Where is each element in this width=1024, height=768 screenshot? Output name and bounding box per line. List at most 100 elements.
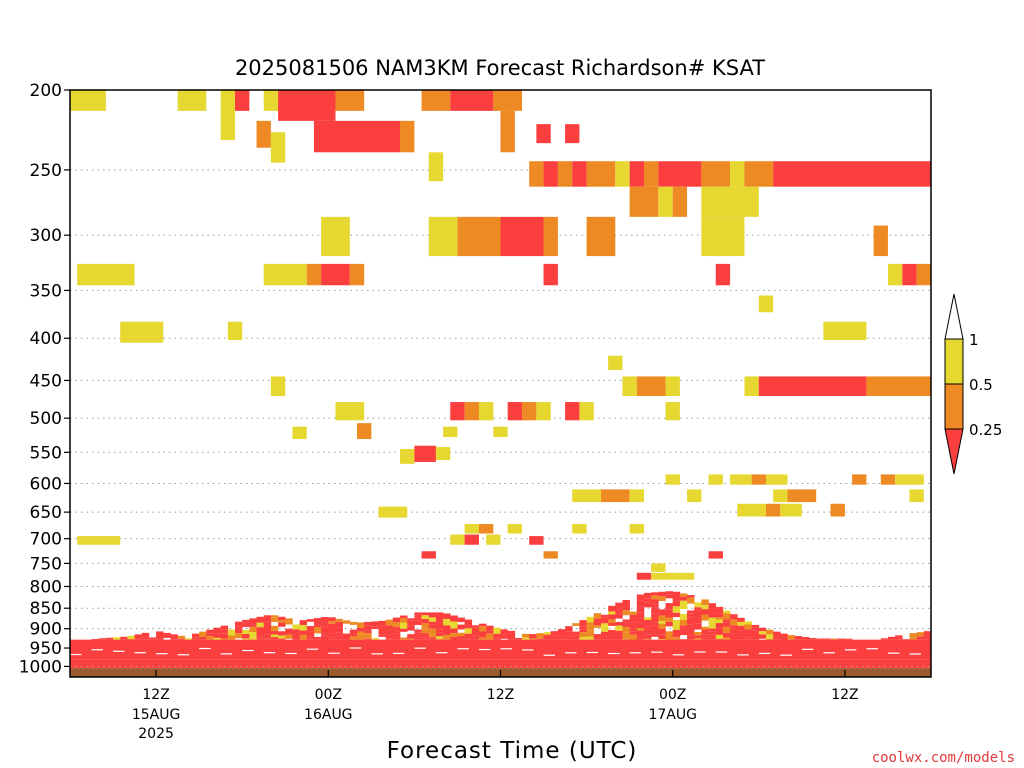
heatmap-cell: [672, 186, 688, 217]
bl-cell: [141, 632, 150, 638]
bl-cell: [694, 623, 702, 630]
bl-cell: [672, 591, 681, 596]
bl-cell: [895, 635, 903, 640]
bl-cell: [701, 609, 709, 615]
bl-cell: [644, 638, 652, 640]
bl-cell: [299, 625, 308, 631]
bl-cell: [306, 626, 315, 632]
y-tick-label: 400: [30, 329, 62, 349]
bl-gap: [285, 652, 297, 655]
bl-cell: [708, 636, 717, 640]
bl-gap: [392, 652, 405, 655]
bl-cell: [715, 623, 724, 629]
heatmap-cell: [493, 426, 508, 438]
bl-cell: [665, 634, 673, 640]
bl-cell: [672, 619, 681, 626]
bl-cell: [299, 634, 308, 640]
bl-cell: [170, 634, 178, 639]
bl-cell: [543, 634, 552, 640]
bl-cell: [357, 627, 365, 632]
bl-cell: [235, 629, 243, 634]
bl-cell: [916, 632, 925, 637]
bl-cell: [407, 625, 415, 631]
bl-gap: [328, 652, 340, 654]
heatmap-cell: [464, 402, 479, 421]
heatmap-cell: [428, 152, 444, 182]
bl-cell: [364, 633, 372, 639]
bl-cell: [801, 637, 810, 640]
heatmap-cell: [629, 161, 644, 187]
bl-cell: [593, 625, 602, 628]
x-tick-date: 15AUG: [132, 707, 181, 723]
heatmap-cell: [263, 90, 279, 111]
bl-cell: [364, 630, 372, 634]
bl-cell: [478, 631, 487, 638]
x-tick-year: 2025: [138, 726, 174, 742]
heatmap-cell: [773, 489, 788, 503]
heatmap-cell: [701, 216, 745, 257]
bl-cell: [443, 631, 451, 636]
bl-gap: [887, 652, 900, 654]
bl-cell: [443, 625, 451, 632]
bl-cell: [715, 639, 724, 640]
bl-cell: [593, 634, 602, 638]
bl-cell: [586, 626, 595, 631]
bl-cell: [629, 622, 638, 629]
bl-cell: [342, 620, 351, 624]
bl-cell: [758, 634, 767, 639]
bl-cell: [615, 602, 623, 607]
bl-cell: [357, 634, 365, 640]
bl-gap: [844, 649, 857, 651]
bl-cell: [579, 629, 587, 633]
bl-cell: [672, 600, 681, 607]
y-tick-label: 1000: [19, 657, 62, 677]
heatmap-cell: [737, 503, 766, 517]
bl-cell: [278, 638, 286, 640]
bl-cell: [443, 619, 451, 626]
bl-cell: [636, 636, 645, 640]
heatmap-cell: [701, 161, 731, 187]
bl-cell: [730, 633, 738, 640]
bl-cell: [809, 638, 817, 640]
bl-gap: [91, 649, 104, 651]
bl-cell: [629, 614, 638, 618]
y-axis: 200 250 300 350 400 450 500 550 600 650 700 750 8008…: [19, 81, 70, 677]
bl-cell: [220, 625, 229, 630]
bl-cell: [328, 623, 336, 629]
bl-cell: [679, 619, 688, 626]
bl-cell: [385, 619, 394, 626]
heatmap-cell: [414, 445, 436, 462]
bl-cell: [737, 630, 745, 637]
bl-cell: [708, 622, 717, 629]
heatmap-cell: [77, 263, 135, 286]
y-tick-label: 750: [30, 554, 62, 574]
bl-gap: [457, 648, 469, 650]
bl-cell: [730, 628, 738, 634]
bl-cell: [349, 629, 358, 634]
heatmap-cell: [730, 474, 752, 485]
bl-cell: [493, 627, 501, 634]
bl-cell: [435, 612, 444, 619]
bl-cell: [105, 637, 114, 640]
heatmap-cell: [313, 120, 401, 153]
heatmap-cell: [235, 90, 250, 111]
bl-cell: [722, 619, 731, 623]
heatmap-cell: [507, 524, 523, 534]
heatmap-cell: [887, 263, 903, 286]
bl-cell: [450, 621, 458, 626]
bl-cell: [120, 636, 128, 640]
bl-gap: [435, 652, 448, 654]
heatmap-cell: [486, 534, 501, 545]
bl-cell: [464, 638, 473, 640]
bl-gap: [242, 649, 254, 652]
bl-cell: [672, 595, 681, 601]
bl-cell: [263, 621, 272, 627]
bl-gap: [694, 651, 706, 653]
bl-cell: [278, 616, 286, 621]
bl-gap: [349, 647, 362, 649]
bl-cell: [471, 627, 480, 632]
bl-cell: [665, 617, 673, 622]
bl-cell: [349, 636, 358, 640]
bl-cell: [249, 626, 257, 633]
bl-cell: [270, 617, 279, 623]
